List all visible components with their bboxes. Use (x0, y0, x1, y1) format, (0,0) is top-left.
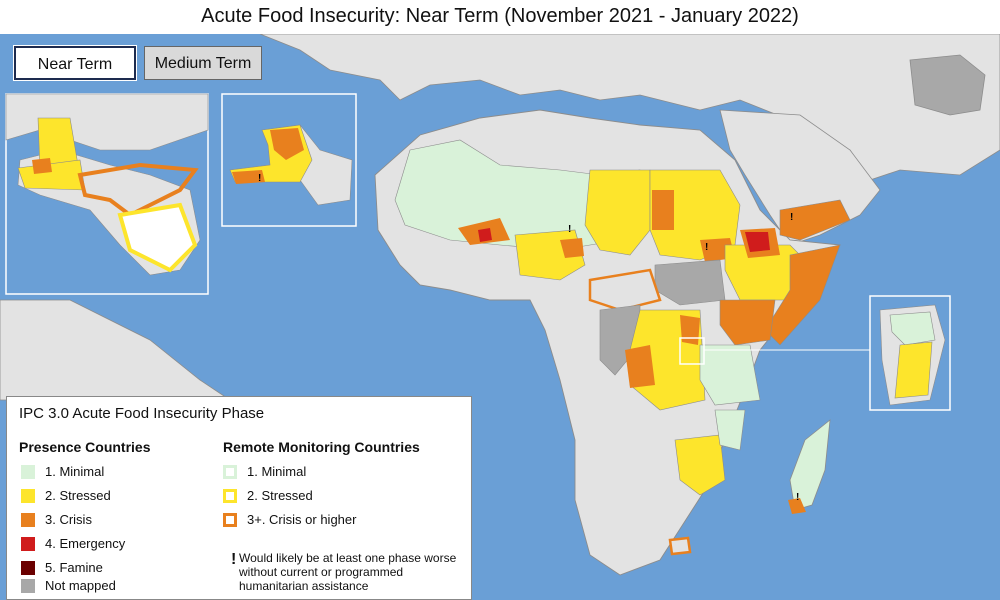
assistance-marker: ! (790, 212, 793, 223)
svg-text:!: ! (258, 173, 261, 184)
swatch-famine (21, 561, 35, 575)
tab-near-term[interactable]: Near Term (14, 46, 136, 80)
inset-uganda-locator (679, 337, 705, 365)
ethiopia-emergency (745, 232, 770, 252)
assistance-marker: ! (705, 242, 708, 253)
swatch-crisis (21, 513, 35, 527)
drc-crisis (625, 345, 655, 388)
tab-medium-term[interactable]: Medium Term (144, 46, 262, 80)
drc-crisis-east (680, 315, 700, 345)
presence-countries-heading: Presence Countries (19, 439, 151, 455)
madagascar-crisis (788, 498, 806, 514)
assistance-marker: ! (568, 224, 571, 235)
land-north (259, 34, 1000, 181)
swatch-remote-minimal (223, 465, 237, 479)
swatch-not-mapped (21, 579, 35, 593)
inset-central-america (5, 93, 209, 295)
southern-stressed (674, 434, 726, 496)
somalia-crisis (764, 244, 841, 346)
inset-haiti: ! (221, 93, 357, 227)
assistance-note: ! Would likely be at least one phase wor… (231, 551, 457, 593)
mozambique-minimal (714, 409, 746, 451)
swatch-remote-stressed (223, 489, 237, 503)
swatch-emergency (21, 537, 35, 551)
lesotho-remote (668, 536, 692, 556)
legend-title: IPC 3.0 Acute Food Insecurity Phase (19, 405, 265, 422)
swatch-remote-crisis (223, 513, 237, 527)
land-afghanistan (909, 54, 986, 116)
exclamation-icon: ! (231, 551, 237, 568)
land-madagascar (789, 419, 831, 511)
swatch-stressed (21, 489, 35, 503)
map-legend: IPC 3.0 Acute Food Insecurity Phase Pres… (6, 396, 472, 600)
burkina-emergency (478, 228, 492, 242)
kenya-crisis (719, 299, 776, 346)
sudan-crisis (652, 190, 674, 230)
tanzania-minimal (699, 344, 761, 406)
remote-monitoring-heading: Remote Monitoring Countries (223, 439, 420, 455)
map-title: Acute Food Insecurity: Near Term (Novemb… (0, 0, 1000, 34)
assistance-marker: ! (796, 492, 799, 503)
swatch-minimal (21, 465, 35, 479)
yemen-crisis (779, 199, 851, 241)
inset-uganda (869, 295, 951, 411)
nigeria-crisis (560, 238, 584, 258)
